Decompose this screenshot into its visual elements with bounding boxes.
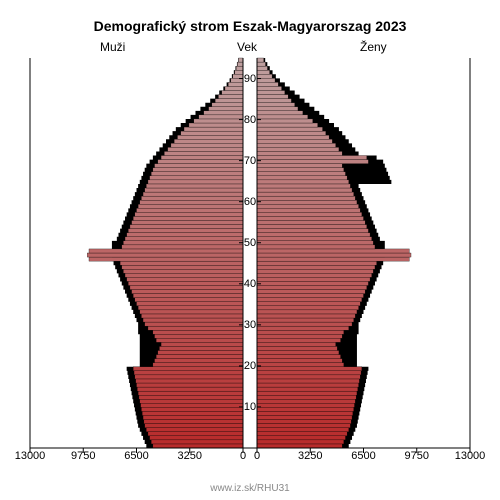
y-tick-label: 80 bbox=[244, 114, 256, 126]
label-age: Vek bbox=[237, 40, 257, 54]
x-tick-label: 9750 bbox=[405, 450, 429, 462]
x-tick-label: 0 bbox=[254, 450, 260, 462]
x-tick-label: 6500 bbox=[124, 450, 148, 462]
x-tick-label: 6500 bbox=[351, 450, 375, 462]
y-tick-label: 30 bbox=[244, 319, 256, 331]
footer-text: www.iz.sk/RHU31 bbox=[0, 483, 500, 494]
y-tick-label: 70 bbox=[244, 155, 256, 167]
y-tick-label: 10 bbox=[244, 401, 256, 413]
y-tick-label: 60 bbox=[244, 196, 256, 208]
y-tick-label: 40 bbox=[244, 278, 256, 290]
y-tick-label: 90 bbox=[244, 73, 256, 85]
chart-title: Demografický strom Eszak-Magyarorszag 20… bbox=[0, 18, 500, 34]
x-tick-label: 9750 bbox=[71, 450, 95, 462]
x-tick-label: 13000 bbox=[455, 450, 486, 462]
y-tick-label: 20 bbox=[244, 360, 256, 372]
x-tick-label: 13000 bbox=[15, 450, 46, 462]
label-men: Muži bbox=[100, 40, 125, 54]
label-women: Ženy bbox=[360, 40, 387, 54]
x-tick-label: 3250 bbox=[298, 450, 322, 462]
x-tick-label: 0 bbox=[240, 450, 246, 462]
y-tick-label: 50 bbox=[244, 237, 256, 249]
x-tick-label: 3250 bbox=[178, 450, 202, 462]
